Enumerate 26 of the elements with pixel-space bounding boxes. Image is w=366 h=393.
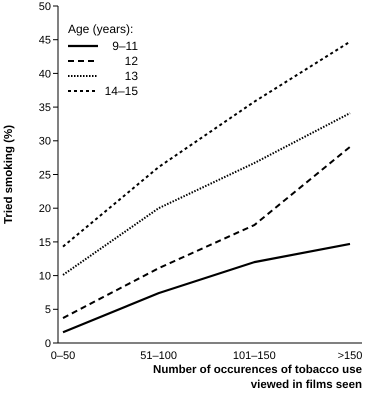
y-axis-title: Tried smoking (%) bbox=[3, 124, 16, 224]
y-tick-label: 40 bbox=[38, 68, 51, 80]
y-tick-label: 45 bbox=[38, 34, 51, 47]
legend-label: 13 bbox=[124, 68, 138, 82]
y-tick-label: 5 bbox=[44, 304, 51, 316]
x-tick-label: 51–100 bbox=[140, 350, 178, 362]
legend-title: Age (years): bbox=[68, 22, 134, 36]
line-series bbox=[62, 112, 351, 276]
x-tick-label: 0–50 bbox=[50, 350, 76, 362]
y-tick-label: 20 bbox=[38, 203, 51, 216]
line-series bbox=[62, 40, 351, 248]
line-series bbox=[62, 146, 351, 320]
y-tick-label: 50 bbox=[38, 0, 51, 13]
y-tick-label: 15 bbox=[38, 236, 51, 249]
x-axis-title: Number of occurences of tobacco use viewed in films seen bbox=[153, 364, 362, 391]
y-tick-label: 35 bbox=[38, 102, 51, 114]
legend-label: 12 bbox=[124, 54, 138, 68]
legend-label: 14–15 bbox=[104, 84, 138, 98]
y-tick-label: 30 bbox=[38, 136, 51, 148]
x-tick-label: >150 bbox=[338, 350, 362, 362]
line-series bbox=[62, 242, 352, 334]
x-tick-label: 101–150 bbox=[232, 350, 276, 362]
y-tick-label: 0 bbox=[44, 338, 51, 350]
y-tick-label: 10 bbox=[38, 270, 51, 283]
y-tick-label: 25 bbox=[38, 169, 51, 182]
legend-label: 9–11 bbox=[111, 38, 138, 52]
